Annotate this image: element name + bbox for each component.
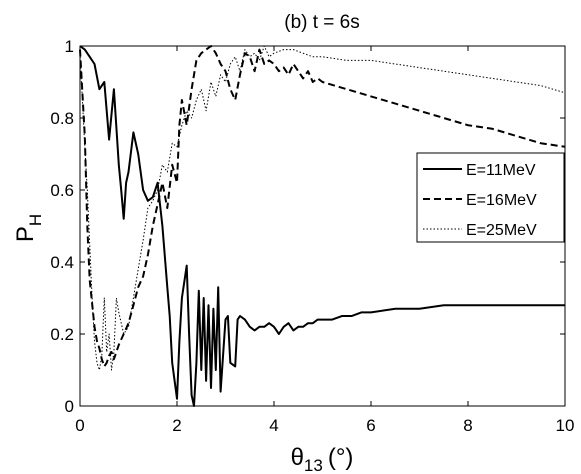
series-line-2 <box>79 45 566 371</box>
y-tick-label: 0.2 <box>50 325 74 344</box>
series-layer <box>79 45 566 407</box>
plot-frame <box>79 45 566 407</box>
x-tick-label: 0 <box>75 416 84 435</box>
x-tick-label: 8 <box>463 416 472 435</box>
x-tick-label: 6 <box>366 416 375 435</box>
series-line-0 <box>79 45 565 407</box>
y-axis-symbol: P <box>12 226 39 242</box>
legend-label-e11: E=11MeV <box>466 162 536 179</box>
y-tick-label: 1 <box>65 37 74 56</box>
axis-ticks: 0 2 4 6 8 10 0 0.2 0.4 0.6 0.8 1 <box>50 37 574 435</box>
y-tick-label: 0.8 <box>50 109 74 128</box>
x-axis-label: θ13 (°) <box>291 444 354 474</box>
x-tick-label: 4 <box>269 416 278 435</box>
x-tick-label: 2 <box>172 416 181 435</box>
y-tick-label: 0.4 <box>50 253 74 272</box>
y-axis-subscript: H <box>26 214 45 226</box>
chart-title: (b) t = 6s <box>284 12 360 33</box>
y-axis-label: PH <box>12 214 45 242</box>
legend: E=11MeV E=16MeV E=25MeV <box>416 152 565 243</box>
y-tick-label: 0 <box>65 397 74 416</box>
x-tick-label: 10 <box>556 416 575 435</box>
x-axis-unit: (°) <box>328 444 354 471</box>
legend-box <box>416 152 565 243</box>
legend-label-e25: E=25MeV <box>466 222 537 239</box>
legend-label-e16: E=16MeV <box>466 192 537 209</box>
y-tick-label: 0.6 <box>50 181 74 200</box>
x-axis-symbol: θ <box>291 444 304 471</box>
plot-area: 0 2 4 6 8 10 0 0.2 0.4 0.6 0.8 1 <box>50 37 574 435</box>
series-line-1 <box>79 45 566 368</box>
x-axis-subscript: 13 <box>304 456 323 474</box>
